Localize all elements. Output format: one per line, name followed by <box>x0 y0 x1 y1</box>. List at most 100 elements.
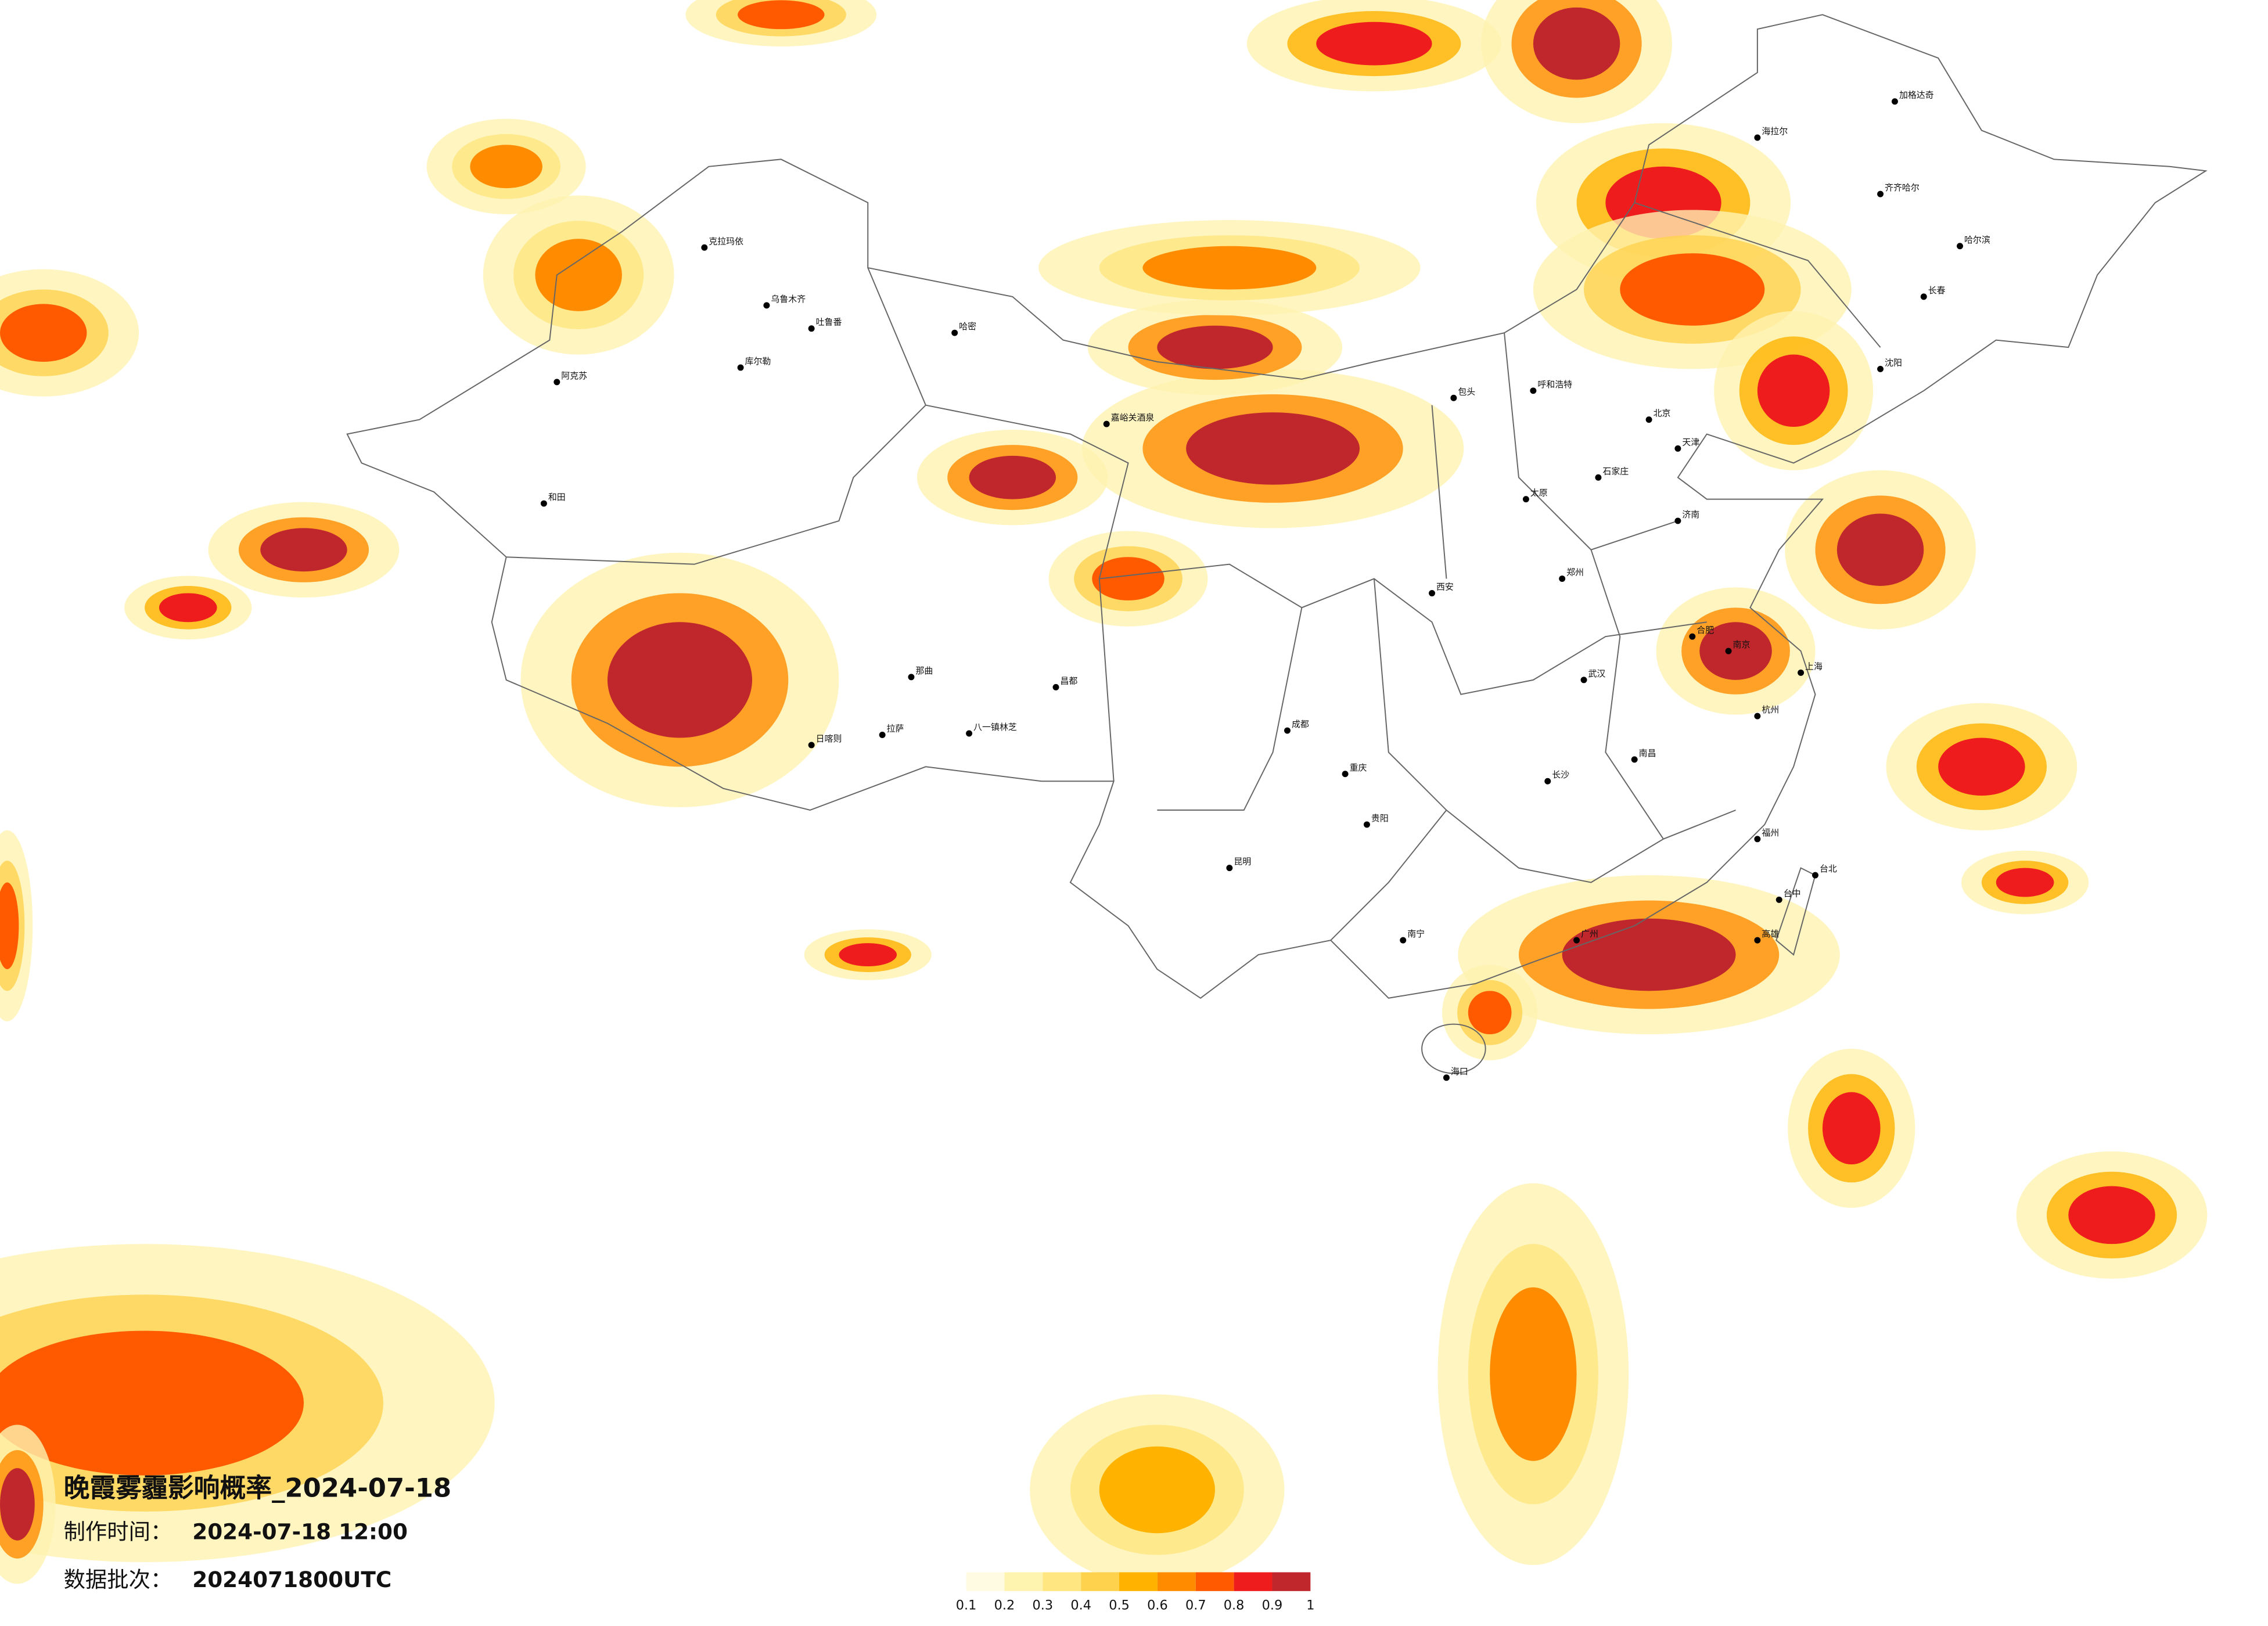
city-label: 包头 <box>1458 386 1475 397</box>
legend-label: 0.7 <box>1185 1598 1206 1613</box>
city-label: 乌鲁木齐 <box>771 294 806 304</box>
heat-core <box>1142 246 1317 290</box>
hainan-boundary <box>1421 1023 1486 1074</box>
city-dot <box>1450 394 1457 401</box>
heat-core <box>1757 354 1830 427</box>
city-label: 济南 <box>1682 509 1699 520</box>
city-dot <box>1775 896 1782 903</box>
city-label: 台中 <box>1784 888 1801 898</box>
heat-core <box>1822 1092 1881 1165</box>
heat-core <box>260 528 347 572</box>
heat-core <box>738 0 825 30</box>
city-dot <box>1877 365 1884 372</box>
heat-core <box>0 1330 304 1476</box>
city-dot <box>1798 669 1805 676</box>
city-dot <box>553 379 560 386</box>
heat-core <box>969 455 1056 499</box>
city-dot <box>1674 517 1681 524</box>
city-dot <box>1573 937 1580 944</box>
city-label: 吐鲁番 <box>816 317 842 328</box>
city-label: 长春 <box>1928 285 1946 296</box>
city-label: 武汉 <box>1588 668 1605 679</box>
heat-core <box>1468 991 1512 1035</box>
city-label: 台北 <box>1820 864 1837 874</box>
legend-label: 0.6 <box>1147 1598 1168 1613</box>
city-dot <box>1522 496 1529 503</box>
heat-core <box>839 943 897 966</box>
city-label: 和田 <box>548 492 566 502</box>
city-label: 哈尔滨 <box>1964 235 1990 245</box>
city-dot <box>1226 865 1233 872</box>
map-title: 晚霞雾霾影响概率_2024-07-18 <box>64 1473 452 1503</box>
legend-swatch <box>1081 1572 1120 1591</box>
city-label: 上海 <box>1805 661 1823 671</box>
city-label: 沈阳 <box>1885 357 1902 368</box>
legend-label: 1 <box>1306 1598 1314 1613</box>
data-batch: 2024071800UTC <box>192 1567 391 1592</box>
city-dot <box>1920 293 1927 300</box>
city-label: 广州 <box>1581 929 1598 939</box>
heat-core <box>1620 253 1765 326</box>
city-label: 福州 <box>1762 828 1779 838</box>
city-label: 昆明 <box>1234 857 1251 867</box>
city-label: 昌都 <box>1060 675 1077 686</box>
city-label: 八一镇林芝 <box>973 722 1017 732</box>
legend-swatch <box>1004 1572 1043 1591</box>
city-label: 克拉玛依 <box>709 236 743 246</box>
city-dot <box>1530 387 1537 394</box>
city-label: 呼和浩特 <box>1537 379 1572 390</box>
city-dot <box>540 500 547 507</box>
heat-core <box>607 622 753 738</box>
city-label: 西安 <box>1436 581 1454 592</box>
heat-core <box>1490 1287 1577 1461</box>
city-dot <box>808 325 815 332</box>
city-label: 那曲 <box>915 665 933 676</box>
city-dot <box>1595 474 1602 481</box>
city-label: 海口 <box>1451 1066 1468 1077</box>
city-dot <box>1559 575 1566 582</box>
city-dot <box>1725 647 1732 654</box>
city-label: 齐齐哈尔 <box>1885 182 1920 193</box>
city-label: 南昌 <box>1639 748 1656 758</box>
heat-core <box>1836 513 1924 587</box>
heat-layer <box>0 0 2208 1585</box>
city-label: 重庆 <box>1350 762 1367 773</box>
heat-core <box>2068 1186 2155 1244</box>
city-dot <box>951 329 958 336</box>
city-dot <box>763 302 770 309</box>
city-dot <box>1103 420 1110 427</box>
province-boundary <box>506 202 1881 941</box>
city-dot <box>1052 684 1059 690</box>
legend-swatch <box>1234 1572 1273 1591</box>
city-label: 石家庄 <box>1602 466 1629 476</box>
city-label: 库尔勒 <box>745 356 771 366</box>
legend-swatch <box>1272 1572 1311 1591</box>
legend-label: 0.9 <box>1262 1598 1283 1613</box>
heat-core <box>0 882 19 969</box>
heat-core <box>470 145 542 189</box>
city-dot <box>1544 778 1551 785</box>
city-dot <box>1754 836 1761 843</box>
heat-core <box>1099 1446 1215 1534</box>
legend-label: 0.5 <box>1109 1598 1130 1613</box>
city-dot <box>1957 243 1964 250</box>
city-label: 南宁 <box>1407 929 1425 939</box>
production-time-label: 制作时间： <box>64 1519 172 1545</box>
heat-core <box>1157 325 1273 369</box>
city-dot <box>1674 445 1681 452</box>
legend-swatch <box>1157 1572 1196 1591</box>
city-dot <box>1645 416 1652 423</box>
city-dot <box>1754 937 1761 944</box>
city-dot <box>1631 756 1638 763</box>
city-label: 高雄 <box>1762 929 1779 939</box>
city-dot <box>908 674 915 681</box>
city-dot <box>1443 1074 1450 1081</box>
city-label: 北京 <box>1654 408 1671 419</box>
heat-core <box>0 304 87 362</box>
legend-label: 0.4 <box>1070 1598 1091 1613</box>
heat-core <box>159 593 217 623</box>
heat-core <box>1938 738 2025 796</box>
city-dot <box>966 730 973 737</box>
